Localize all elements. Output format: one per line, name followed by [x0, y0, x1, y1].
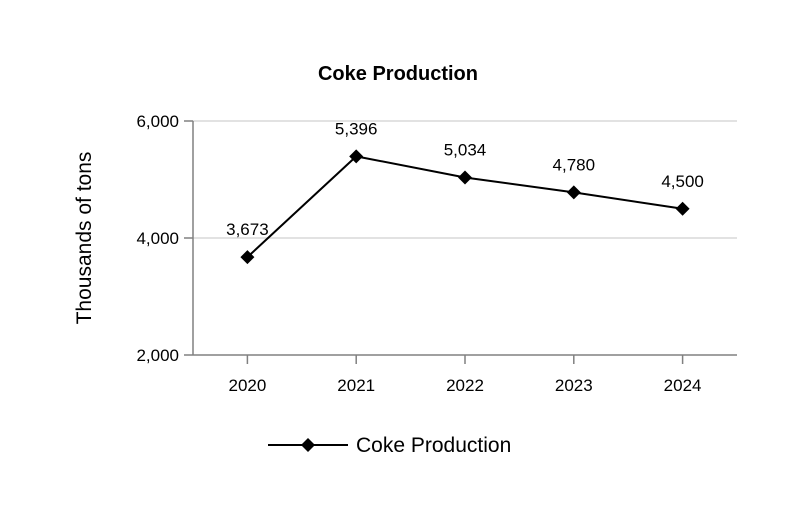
x-tick-label: 2021 — [337, 376, 375, 395]
data-label: 5,396 — [335, 119, 378, 138]
data-label: 4,500 — [661, 172, 704, 191]
y-tick-label: 6,000 — [136, 112, 179, 131]
data-point-marker — [566, 185, 581, 200]
data-point-marker — [675, 201, 690, 216]
data-label: 4,780 — [553, 155, 596, 174]
y-axis-title: Thousands of tons — [73, 152, 96, 325]
x-tick-label: 2022 — [446, 376, 484, 395]
legend-label: Coke Production — [356, 434, 511, 457]
y-axis-ticks: 2,000 4,000 6,000 — [136, 112, 193, 365]
grid-lines — [193, 120, 737, 239]
x-tick-label: 2024 — [664, 376, 702, 395]
data-label: 5,034 — [444, 141, 487, 160]
data-point-marker — [240, 250, 255, 265]
legend: Coke Production — [268, 434, 511, 457]
x-axis-ticks: 2020 2021 2022 2023 2024 — [228, 355, 702, 395]
data-point-marker — [349, 149, 364, 164]
legend-diamond-marker — [301, 438, 315, 452]
data-point-marker — [458, 170, 472, 185]
y-tick-label: 4,000 — [136, 229, 179, 248]
y-tick-label: 2,000 — [136, 346, 179, 365]
data-label: 3,673 — [226, 220, 269, 239]
x-tick-label: 2023 — [555, 376, 593, 395]
x-tick-label: 2020 — [228, 376, 266, 395]
chart-title: Coke Production — [318, 63, 478, 85]
series-coke-production: 3,673 5,396 5,034 4,780 4,500 — [226, 119, 704, 265]
